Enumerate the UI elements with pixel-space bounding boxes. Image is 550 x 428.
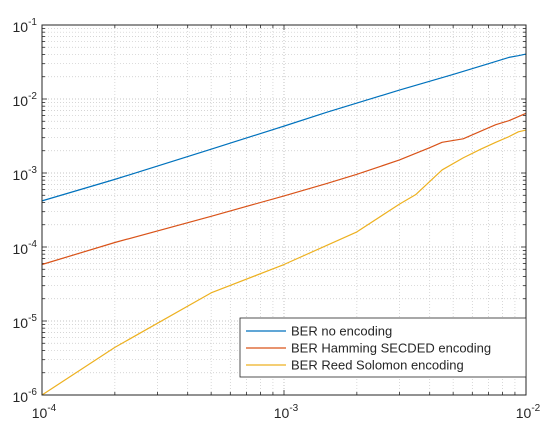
plot-frame — [41, 24, 527, 396]
series-line-1 — [41, 53, 527, 202]
y-tick-label: 10-5 — [13, 313, 38, 331]
y-tick-label: 10-1 — [13, 17, 38, 35]
series-lines — [41, 53, 527, 396]
tick-labels: 10-4 10-3 10-2 10-6 10-5 10-4 10-3 10-2 10-1 — [13, 17, 541, 421]
series-line-2 — [41, 112, 527, 266]
legend-box — [239, 317, 527, 378]
series-line-3 — [41, 129, 527, 396]
y-tick-label: 10-3 — [13, 165, 38, 183]
x-tick-label: 10-4 — [32, 403, 57, 421]
y-tick-label: 10-6 — [13, 387, 38, 405]
legend: BER no encoding BER Hamming SECDED encodi… — [239, 317, 527, 378]
y-tick-label: 10-4 — [13, 239, 38, 257]
legend-label-2: BER Hamming SECDED encoding — [291, 341, 491, 356]
x-tick-label: 10-3 — [274, 403, 299, 421]
x-tick-label: 10-2 — [516, 403, 541, 421]
legend-label-3: BER Reed Solomon encoding — [291, 358, 464, 373]
legend-label-1: BER no encoding — [291, 324, 392, 339]
y-tick-label: 10-2 — [13, 91, 38, 109]
